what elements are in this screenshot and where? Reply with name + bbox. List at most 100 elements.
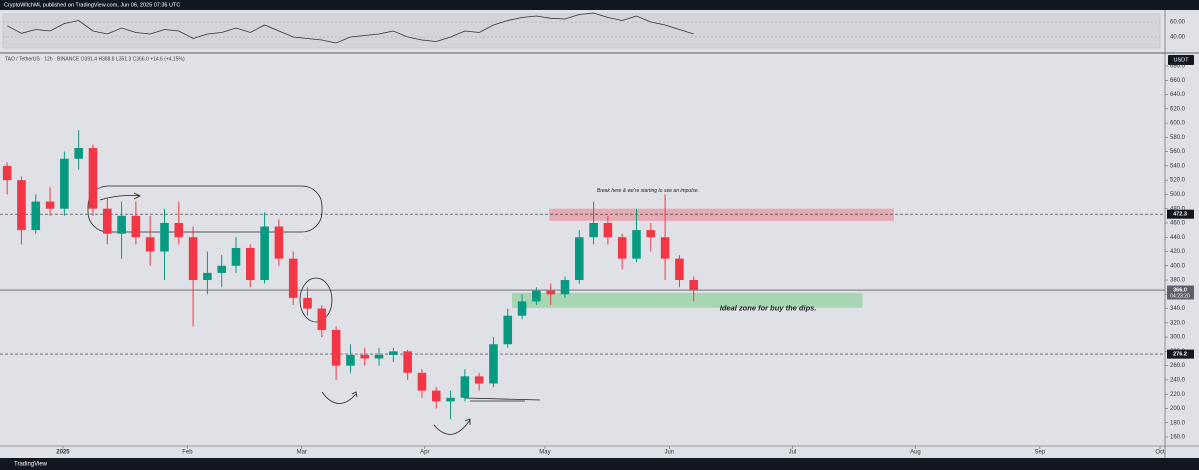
candle-body xyxy=(2,165,12,181)
currency-label: USDT xyxy=(1174,57,1190,63)
candle-body xyxy=(317,308,327,330)
y-tick-label: 480.0 xyxy=(1170,206,1186,212)
footer-brand: TradingView xyxy=(14,462,48,468)
x-tick-label: Oct xyxy=(1155,450,1165,456)
candle-body xyxy=(160,222,169,252)
price-tag xyxy=(1167,349,1194,359)
y-tick-label: 660.0 xyxy=(1170,78,1186,84)
candle-body xyxy=(517,301,527,316)
candle-body xyxy=(203,272,212,281)
author-line: CryptoWitchMi, published on TradingView.… xyxy=(4,2,180,8)
candle-body xyxy=(589,222,598,238)
price-tag-label: 366.0 xyxy=(1173,287,1187,293)
candle-body xyxy=(246,247,255,281)
y-tick-label: 220.0 xyxy=(1170,392,1186,398)
y-tick-label: 500.0 xyxy=(1170,192,1186,198)
y-tick-label: 580.0 xyxy=(1170,135,1186,141)
candle-body xyxy=(446,397,455,402)
y-tick-label: 600.0 xyxy=(1170,121,1186,127)
candle-body xyxy=(346,354,355,366)
y-tick-label: 180.0 xyxy=(1170,420,1186,426)
candle-body xyxy=(532,290,541,302)
candle-body xyxy=(660,237,670,259)
rsi-line xyxy=(7,12,694,44)
candle-body xyxy=(174,222,184,238)
candle-body xyxy=(31,201,41,231)
y-tick-label: 400.0 xyxy=(1170,263,1186,269)
y-tick-label: 460.0 xyxy=(1170,221,1186,227)
x-tick-label: Mar xyxy=(297,450,307,456)
candle-body xyxy=(560,280,570,295)
price-tag xyxy=(1167,285,1194,300)
candle-body xyxy=(403,351,412,373)
candle-body xyxy=(188,237,198,281)
x-tick-label: Apr xyxy=(420,450,429,456)
y-tick-label: 540.0 xyxy=(1170,163,1186,169)
currency-tag xyxy=(1168,55,1194,65)
price-tag-label: 276.2 xyxy=(1173,352,1187,358)
x-tick-label: Jul xyxy=(789,450,797,456)
candle-body xyxy=(689,280,699,291)
zone xyxy=(512,292,863,308)
y-tick-label: 560.0 xyxy=(1170,149,1186,155)
candle-body xyxy=(88,148,98,209)
zone xyxy=(549,208,894,221)
price-tag xyxy=(1167,209,1194,219)
drawn-ellipse xyxy=(87,185,323,233)
candle-body xyxy=(17,180,26,231)
candle-body xyxy=(45,201,55,209)
x-tick-label: May xyxy=(539,450,550,456)
candle-body xyxy=(131,215,141,238)
y-tick-label: 680.0 xyxy=(1170,64,1186,70)
drawn-arrow xyxy=(321,391,358,404)
rsi-tick-label: 40.00 xyxy=(1170,35,1186,41)
y-tick-label: 240.0 xyxy=(1170,378,1186,384)
y-tick-label: 300.0 xyxy=(1170,335,1186,341)
candle-body xyxy=(675,258,684,281)
y-tick-label: 320.0 xyxy=(1170,320,1186,326)
y-tick-label: 340.0 xyxy=(1170,306,1186,312)
y-tick-label: 380.0 xyxy=(1170,278,1186,284)
candle-body xyxy=(360,354,370,359)
chart-bg xyxy=(0,10,1199,458)
candle-body xyxy=(217,265,226,273)
y-tick-label: 420.0 xyxy=(1170,249,1186,255)
x-tick-label: Sep xyxy=(1035,450,1046,456)
rsi-tick-label: 60.00 xyxy=(1170,20,1186,26)
candle-body xyxy=(489,344,498,384)
x-tick-label: Jun xyxy=(665,450,675,456)
candle-body xyxy=(546,290,555,295)
y-tick-label: 160.0 xyxy=(1170,435,1186,441)
drawn-circle xyxy=(299,277,333,323)
candle-body xyxy=(331,329,341,366)
y-tick-label: 520.0 xyxy=(1170,178,1186,184)
candle-body xyxy=(603,222,613,238)
candle-body xyxy=(431,390,441,402)
candle-body xyxy=(460,376,470,398)
candle-body xyxy=(145,237,155,252)
y-tick-label: 440.0 xyxy=(1170,235,1186,241)
rsi-band xyxy=(2,13,1161,49)
candle-body xyxy=(374,354,384,359)
candle-body xyxy=(646,230,656,238)
x-tick-label: 2025 xyxy=(56,450,70,456)
candle-body xyxy=(632,230,641,259)
candle-body xyxy=(617,237,627,259)
x-tick-label: Feb xyxy=(182,450,193,456)
header-bar xyxy=(0,0,1199,10)
candle-body xyxy=(60,158,69,209)
footer-bar xyxy=(0,458,1199,470)
candle-body xyxy=(274,226,284,259)
candle-body xyxy=(417,372,427,391)
symbol-info: TAO / TetherUS · 12h · BINANCE O391.4 H3… xyxy=(5,56,185,62)
candle-body xyxy=(474,376,484,384)
x-tick-label: Aug xyxy=(910,450,921,456)
y-tick-label: 260.0 xyxy=(1170,363,1186,369)
candle-body xyxy=(231,247,241,266)
candle-body xyxy=(260,226,269,281)
candle-body xyxy=(288,258,298,298)
annotation: Ideal zone for buy the dips. xyxy=(720,304,817,313)
drawn-lines xyxy=(464,397,541,402)
